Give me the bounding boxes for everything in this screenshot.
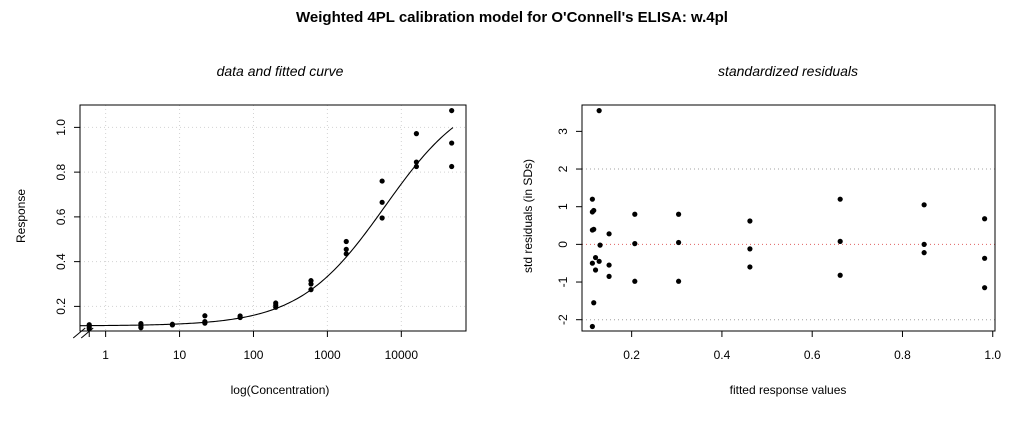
residual-y-tick-label: 0 <box>556 241 570 248</box>
data-point <box>237 313 243 319</box>
main-title: Weighted 4PL calibration model for O'Con… <box>296 9 728 26</box>
residual-point <box>982 255 988 261</box>
data-point <box>449 107 455 114</box>
residual-y-tick-label: 3 <box>556 128 570 135</box>
data-point <box>169 321 175 327</box>
fit-y-axis-label: Response <box>14 189 28 243</box>
data-point <box>273 300 279 306</box>
residual-point <box>591 300 597 306</box>
axis-break-mark <box>72 327 86 339</box>
fit-y-tick-label: 0.6 <box>54 208 68 225</box>
data-point <box>138 321 144 327</box>
residual-point <box>747 246 753 252</box>
fitted-curve <box>79 127 454 327</box>
fit-x-axis-label: log(Concentration) <box>231 383 330 397</box>
residual-point <box>592 254 599 261</box>
residual-point <box>592 267 599 273</box>
fit-panel: data and fitted curve log(Concentration)… <box>14 63 467 397</box>
fit-x-tick-label: 10 <box>173 348 187 362</box>
data-point <box>413 163 420 170</box>
residual-point <box>982 285 988 291</box>
residual-point <box>589 323 595 330</box>
fit-y-tick-label: 0.8 <box>54 163 68 180</box>
data-point <box>343 246 349 252</box>
fit-y-tick-label: 0.4 <box>54 253 68 270</box>
residual-point <box>596 258 602 264</box>
fit-y-tick-label: 0.2 <box>54 298 68 315</box>
residual-point <box>606 231 612 237</box>
residual-point <box>837 272 843 278</box>
residual-point <box>675 239 682 246</box>
residual-panel-title: standardized residuals <box>718 63 858 79</box>
residual-x-tick-label: 1.0 <box>984 348 1001 362</box>
residual-point <box>982 216 988 222</box>
fit-x-tick-label: 1 <box>102 348 109 362</box>
residual-point <box>597 242 603 248</box>
residual-x-axis-label: fitted response values <box>730 383 847 397</box>
residual-point <box>606 273 612 279</box>
residual-y-tick-label: 1 <box>556 203 570 210</box>
residual-point <box>921 202 927 208</box>
data-point <box>449 163 455 170</box>
data-point <box>86 322 92 328</box>
fit-x-tick-label: 100 <box>243 348 263 362</box>
residual-point <box>921 250 927 256</box>
data-point <box>413 131 420 137</box>
residual-point <box>589 196 595 202</box>
fit-panel-title: data and fitted curve <box>217 63 344 79</box>
residual-y-tick-label: -2 <box>556 314 570 325</box>
residual-point <box>591 226 597 232</box>
residual-x-tick-label: 0.8 <box>894 348 911 362</box>
fit-x-tick-label: 10000 <box>385 348 419 362</box>
data-point <box>343 238 349 245</box>
residual-point <box>747 218 753 224</box>
residual-panel: standardized residuals fitted response v… <box>521 63 1001 397</box>
residual-y-tick-label: -1 <box>556 276 570 287</box>
data-point <box>202 313 208 319</box>
residual-point <box>837 238 843 244</box>
data-point <box>413 159 420 165</box>
residual-x-tick-label: 0.2 <box>623 348 640 362</box>
data-point <box>308 278 314 284</box>
fit-y-tick-label: 1.0 <box>54 119 68 136</box>
residual-x-tick-label: 0.4 <box>714 348 731 362</box>
data-point <box>202 319 208 325</box>
residual-point <box>747 264 753 270</box>
residual-point <box>632 211 638 217</box>
residual-point <box>921 241 927 247</box>
residual-point <box>589 260 595 266</box>
residual-point <box>596 108 602 114</box>
residual-plot-frame <box>581 104 996 332</box>
data-point <box>379 178 385 184</box>
data-point <box>449 140 455 146</box>
residual-point <box>675 278 682 284</box>
residual-point <box>632 278 638 284</box>
fit-plot-frame <box>79 104 467 332</box>
data-point <box>308 287 314 293</box>
residual-point <box>632 241 638 247</box>
residual-x-tick-label: 0.6 <box>804 348 821 362</box>
residual-point <box>837 196 843 202</box>
residual-point <box>606 262 612 268</box>
data-point <box>379 215 385 221</box>
residual-y-tick-label: 2 <box>556 165 570 172</box>
residual-y-axis-label: std residuals (in SDs) <box>521 159 535 273</box>
fit-x-tick-label: 1000 <box>314 348 341 362</box>
data-point <box>379 199 385 205</box>
data-point <box>343 251 349 257</box>
residual-point <box>675 211 682 217</box>
residual-point <box>591 207 597 214</box>
